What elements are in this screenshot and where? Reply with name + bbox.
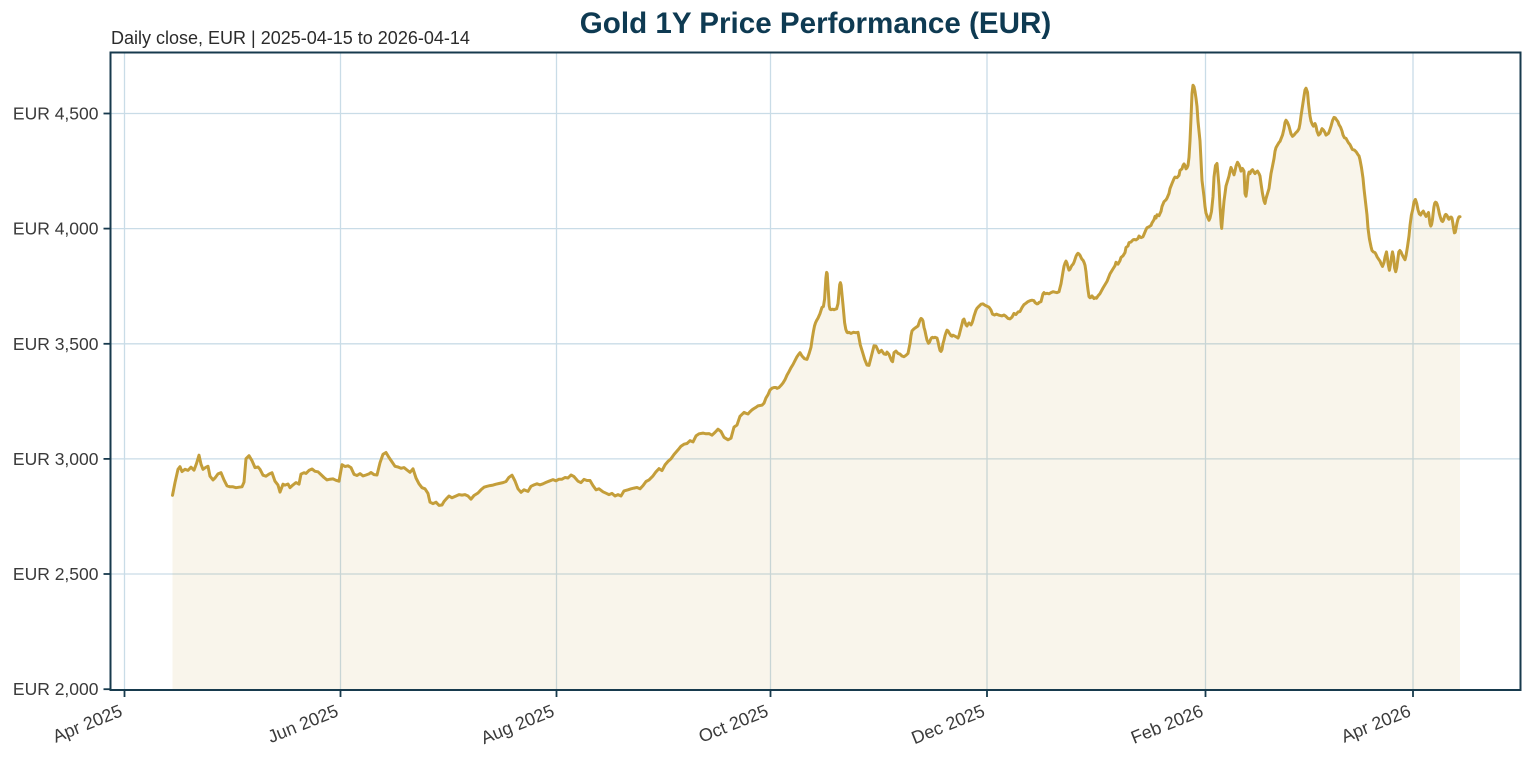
svg-text:Daily close, EUR | 2025-04-15: Daily close, EUR | 2025-04-15 to 2026-04… bbox=[111, 28, 470, 48]
svg-text:EUR 4,500: EUR 4,500 bbox=[13, 104, 99, 124]
svg-text:EUR 4,000: EUR 4,000 bbox=[13, 219, 99, 239]
svg-text:Gold 1Y Price Performance (EUR: Gold 1Y Price Performance (EUR) bbox=[580, 7, 1051, 40]
svg-text:EUR 3,500: EUR 3,500 bbox=[13, 334, 99, 354]
svg-text:EUR 3,000: EUR 3,000 bbox=[13, 449, 99, 469]
svg-text:EUR 2,500: EUR 2,500 bbox=[13, 564, 99, 584]
svg-text:EUR 2,000: EUR 2,000 bbox=[13, 679, 99, 699]
